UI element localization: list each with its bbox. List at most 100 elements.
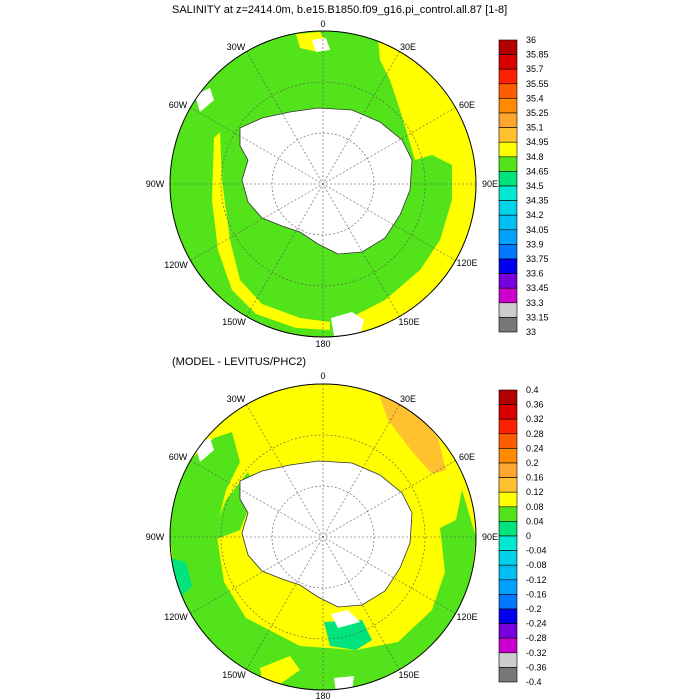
bottom-colorbar-box [498, 652, 518, 668]
bottom-map-field [170, 384, 476, 690]
bottom-colorbar-label: 0.04 [526, 516, 544, 526]
bottom-colorbar-box [498, 448, 518, 464]
top-colorbar-label: 35.4 [526, 93, 544, 103]
difference-positive-patch [250, 580, 300, 616]
bottom-colorbar-label: -0.32 [526, 648, 547, 658]
top-colorbar-box [498, 127, 518, 143]
top-colorbar-label: 35.25 [526, 108, 549, 118]
lon-label-150w: 150W [222, 317, 246, 327]
top-colorbar-box [498, 39, 518, 55]
difference-positive-patch [260, 656, 300, 684]
top-colorbar-label: 34.5 [526, 181, 544, 191]
bottom-colorbar-label: 0.08 [526, 502, 544, 512]
top-colorbar-label: 36 [526, 35, 536, 45]
top-polar-map: 0 30E 60E 90E 120E 150E 180 150W 120W 90… [146, 19, 549, 349]
top-colorbar-box [498, 98, 518, 114]
bottom-colorbar-box [498, 491, 518, 508]
lon-label-150e: 150E [398, 317, 419, 327]
top-colorbar-box [498, 273, 518, 289]
top-colorbar-label: 34.65 [526, 166, 549, 176]
top-colorbar-label: 33.3 [526, 298, 544, 308]
top-colorbar-box [498, 317, 518, 333]
antarctica-landmass [239, 460, 413, 608]
colorbar-top: 36 35.85 35.7 35.55 35.4 35.25 35.1 34.95 34.8 34… [498, 35, 549, 337]
top-colorbar-label: 33.75 [526, 254, 549, 264]
bottom-colorbar-box [498, 579, 518, 595]
bottom-polar-map: 0 30E 60E 90E 120E 150E 180 150W 120W 90… [146, 371, 547, 700]
lon-label-0: 0 [320, 371, 325, 381]
bottom-colorbar-box [498, 594, 518, 610]
lon-label-30e: 30E [400, 42, 416, 52]
bottom-colorbar-box [498, 535, 518, 551]
bottom-colorbar-label: -0.24 [526, 619, 547, 629]
bottom-colorbar-box [498, 637, 518, 654]
missing-data-area [331, 610, 360, 628]
top-colorbar-box [498, 68, 518, 85]
top-colorbar-label: 33.9 [526, 239, 544, 249]
bottom-colorbar-box [498, 667, 518, 683]
bottom-colorbar-label: -0.16 [526, 589, 547, 599]
bottom-colorbar-box [498, 433, 518, 449]
lon-label-150e: 150E [398, 670, 419, 680]
bottom-colorbar-label: -0.4 [526, 677, 542, 687]
bottom-colorbar-label: 0.32 [526, 414, 544, 424]
bottom-panel-title: (MODEL - LEVITUS/PHC2) [172, 356, 307, 368]
bottom-colorbar-label: 0.12 [526, 487, 544, 497]
bottom-colorbar-label: -0.08 [526, 560, 547, 570]
top-colorbar-label: 34.2 [526, 210, 544, 220]
top-colorbar-label: 35.85 [526, 50, 549, 60]
top-colorbar-label: 34.05 [526, 225, 549, 235]
bottom-colorbar-box [498, 521, 518, 537]
map-boundary [169, 383, 477, 691]
top-colorbar-box [498, 141, 518, 158]
bottom-colorbar-label: -0.36 [526, 662, 547, 672]
top-colorbar-label: 33.45 [526, 283, 549, 293]
lon-label-30e: 30E [400, 394, 416, 404]
bottom-colorbar-label: 0.28 [526, 429, 544, 439]
bottom-colorbar-box [498, 389, 518, 405]
top-colorbar-label: 33 [526, 327, 536, 337]
top-colorbar-box [498, 200, 518, 216]
top-colorbar-label: 34.8 [526, 152, 544, 162]
lon-label-120w: 120W [164, 612, 188, 622]
salinity-high-region [350, 38, 476, 332]
lon-label-90w: 90W [146, 532, 165, 542]
bottom-colorbar-box [498, 506, 518, 522]
top-colorbar-box [498, 258, 518, 274]
top-colorbar-box [498, 244, 518, 260]
bottom-colorbar-label: -0.12 [526, 575, 547, 585]
lon-label-180: 180 [315, 691, 330, 700]
top-colorbar-label: 35.1 [526, 123, 544, 133]
top-colorbar-box [498, 185, 518, 201]
top-colorbar-box [498, 302, 518, 318]
lon-label-0: 0 [320, 19, 325, 29]
bottom-colorbar-box [498, 477, 518, 493]
longitude-labels: 0 30E 60E 90E 120E 150E 180 150W 120W 90… [146, 19, 498, 349]
lon-label-60e: 60E [459, 100, 475, 110]
lon-label-30w: 30W [227, 42, 246, 52]
bottom-colorbar-box [498, 404, 518, 420]
bottom-colorbar-box [498, 623, 518, 639]
lon-label-120w: 120W [164, 260, 188, 270]
longitude-labels: 0 30E 60E 90E 120E 150E 180 150W 120W 90… [146, 371, 498, 700]
top-colorbar-label: 33.6 [526, 269, 544, 279]
top-colorbar-box [498, 112, 518, 128]
top-map-field [170, 31, 476, 337]
bottom-colorbar-label: 0.2 [526, 458, 539, 468]
map-boundary [169, 30, 477, 338]
difference-negative-patch [324, 620, 372, 650]
lon-label-60w: 60W [169, 452, 188, 462]
graticule [170, 31, 476, 337]
top-colorbar-label: 35.7 [526, 64, 544, 74]
lon-label-120e: 120E [456, 612, 477, 622]
bottom-colorbar-box [498, 462, 518, 478]
graticule [170, 384, 476, 690]
bottom-colorbar-box [498, 550, 518, 566]
top-colorbar-box [498, 229, 518, 245]
bottom-colorbar-label: 0 [526, 531, 531, 541]
bottom-colorbar-label: -0.2 [526, 604, 542, 614]
top-colorbar-box [498, 83, 518, 99]
lon-label-60w: 60W [169, 100, 188, 110]
lon-label-60e: 60E [459, 452, 475, 462]
top-colorbar-label: 34.95 [526, 137, 549, 147]
